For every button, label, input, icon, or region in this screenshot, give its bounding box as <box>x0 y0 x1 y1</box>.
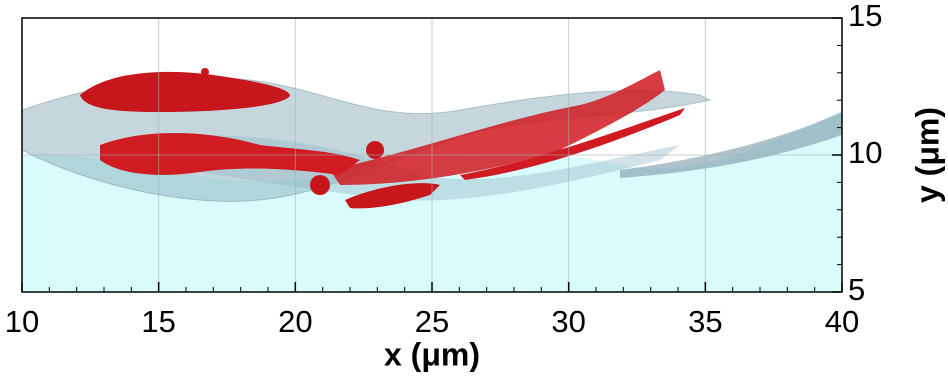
x-axis-title: x (μm) <box>384 336 480 372</box>
interface-tail <box>620 112 842 178</box>
x-tick-label: 25 <box>415 304 449 339</box>
plot-frame <box>21 17 843 293</box>
x-tick-label: 35 <box>688 304 722 339</box>
x-tick-label: 10 <box>5 304 39 339</box>
droplet-round <box>310 175 330 195</box>
droplet-round <box>366 141 384 159</box>
x-tick-label: 40 <box>825 304 859 339</box>
y-axis-title: y (μm) <box>909 107 945 203</box>
y-tick-label: 10 <box>848 135 882 170</box>
x-tick-label: 15 <box>141 304 175 339</box>
filament <box>460 108 685 180</box>
jet <box>330 70 665 185</box>
droplet-small <box>345 183 440 209</box>
droplet <box>80 71 290 112</box>
droplet-round <box>201 68 209 76</box>
y-tick-label: 15 <box>848 0 882 33</box>
y-tick-label: 5 <box>848 272 865 307</box>
x-tick-label: 30 <box>551 304 585 339</box>
x-tick-label: 20 <box>278 304 312 339</box>
